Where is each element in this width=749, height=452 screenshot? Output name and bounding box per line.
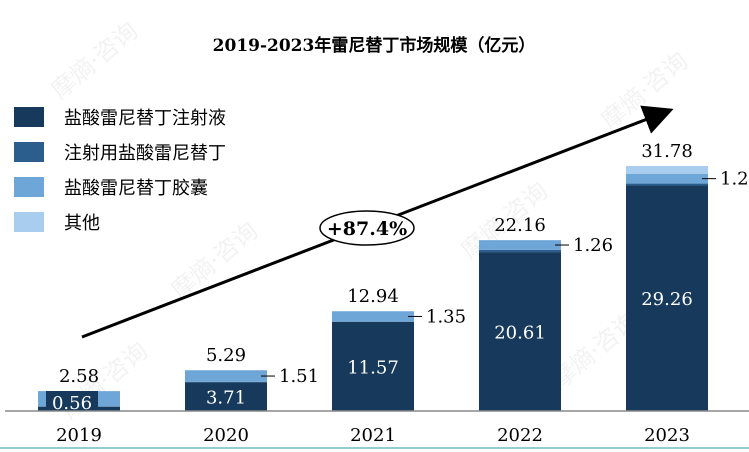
- bar-segment: [626, 173, 708, 184]
- legend-label: 盐酸雷尼替丁胶囊: [64, 178, 208, 199]
- bar-segment: [479, 249, 561, 253]
- bar-segment: [626, 185, 708, 411]
- bar-segment: [185, 381, 267, 383]
- bar-total-label: 22.16: [494, 215, 546, 236]
- bar-segment: [626, 166, 708, 174]
- bar-value-label: 0.56: [52, 393, 92, 414]
- bar-segment: [332, 311, 414, 322]
- bar-value-label: 1.35: [426, 306, 466, 327]
- legend-label: 注射用盐酸雷尼替丁: [64, 143, 226, 164]
- legend-swatch: [14, 107, 44, 127]
- bar-segment: [479, 240, 561, 250]
- bar-total-label: 31.78: [641, 141, 693, 162]
- bars-layer: 0.56 2.58 3.71 1.51 5.29 11.57 1.35 12.94 20.61 1…: [38, 141, 749, 414]
- bar-segment: [626, 183, 708, 186]
- bar-segment: [185, 370, 267, 382]
- x-tick-label: 2019: [56, 425, 102, 446]
- legend-label: 盐酸雷尼替丁注射液: [64, 108, 226, 129]
- watermark-text: 摩熵·咨询: [166, 217, 263, 305]
- growth-annotation-ellipse: [319, 210, 415, 246]
- legend-swatch: [14, 142, 44, 162]
- bar-total-label: 12.94: [347, 286, 399, 307]
- bar-segment: [479, 252, 561, 411]
- growth-annotation-label: +87.4%: [327, 218, 407, 240]
- bar-label-backdrop: [46, 391, 98, 411]
- legend-label: 其他: [64, 213, 100, 234]
- watermark-text: 摩熵·咨询: [46, 17, 143, 105]
- x-tick-label: 2021: [350, 425, 396, 446]
- bar-total-label: 5.29: [206, 345, 246, 366]
- x-tick-label: 2023: [644, 425, 690, 446]
- bar-value-label: 3.71: [206, 388, 246, 409]
- x-tick-label: 2022: [497, 425, 543, 446]
- x-axis-ticks: 2019 2020 2021 2022 2023: [56, 425, 690, 446]
- bar-value-label: 1.51: [279, 366, 319, 387]
- chart-title: 2019-2023年雷尼替丁市场规模（亿元）: [213, 35, 536, 56]
- bar-segment: [332, 321, 414, 411]
- bar-value-label: 29.26: [641, 289, 693, 310]
- legend-swatch: [14, 212, 44, 232]
- bar-total-label: 2.58: [59, 366, 99, 387]
- bar-value-label: 1.26: [573, 235, 613, 256]
- bar-value-label: 20.61: [494, 323, 546, 344]
- bar-value-label: 1.28: [720, 169, 749, 190]
- x-tick-label: 2020: [203, 425, 249, 446]
- legend-swatch: [14, 177, 44, 197]
- bar-value-label: 11.57: [347, 357, 399, 378]
- bar-segment: [185, 382, 267, 411]
